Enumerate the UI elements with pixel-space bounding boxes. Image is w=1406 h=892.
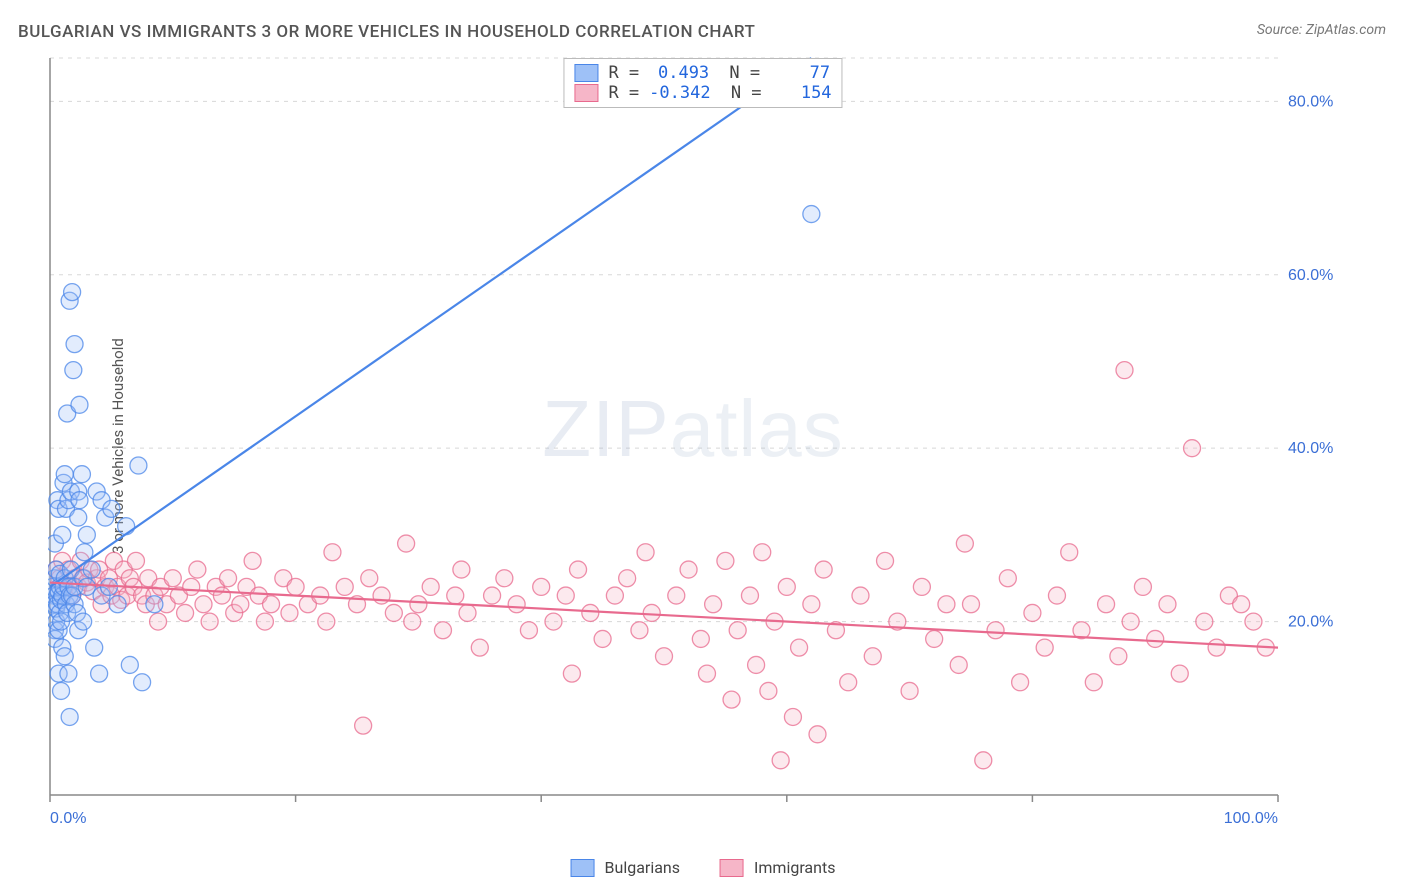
swatch-immigrants — [574, 84, 598, 102]
swatch-bulgarians — [574, 64, 598, 82]
chart-area: 20.0%40.0%60.0%80.0%0.0%100.0% ZIPatlas — [48, 55, 1338, 835]
r-value-bulgarians: 0.493 — [649, 63, 709, 83]
svg-text:20.0%: 20.0% — [1288, 614, 1333, 631]
svg-text:80.0%: 80.0% — [1288, 93, 1333, 110]
correlation-legend: R = 0.493 N = 77 R = -0.342 N = 154 — [563, 58, 842, 108]
chart-title: BULGARIAN VS IMMIGRANTS 3 OR MORE VEHICL… — [18, 22, 755, 42]
legend-row-immigrants: R = -0.342 N = 154 — [574, 83, 831, 103]
n-label: N = — [721, 83, 762, 103]
n-value-bulgarians: 77 — [770, 63, 830, 83]
swatch-immigrants-icon — [720, 859, 744, 877]
swatch-bulgarians-icon — [571, 859, 595, 877]
r-value-immigrants: -0.342 — [649, 83, 710, 103]
n-value-immigrants: 154 — [772, 83, 832, 103]
svg-text:0.0%: 0.0% — [50, 810, 86, 827]
legend-label-bulgarians: Bulgarians — [605, 858, 680, 877]
svg-text:40.0%: 40.0% — [1288, 440, 1333, 457]
series-legend: Bulgarians Immigrants — [571, 858, 836, 877]
r-label: R = — [608, 83, 639, 103]
legend-item-bulgarians: Bulgarians — [571, 858, 680, 877]
scatter-plot-svg: 20.0% 40.0% 60.0% 80.0% 0.0% 100.0% — [48, 55, 1338, 835]
svg-text:100.0%: 100.0% — [1224, 810, 1278, 827]
legend-label-immigrants: Immigrants — [754, 858, 835, 877]
svg-text:60.0%: 60.0% — [1288, 267, 1333, 284]
legend-item-immigrants: Immigrants — [720, 858, 835, 877]
source-attribution: Source: ZipAtlas.com — [1257, 22, 1386, 38]
legend-row-bulgarians: R = 0.493 N = 77 — [574, 63, 831, 83]
n-label: N = — [719, 63, 760, 83]
r-label: R = — [608, 63, 639, 83]
